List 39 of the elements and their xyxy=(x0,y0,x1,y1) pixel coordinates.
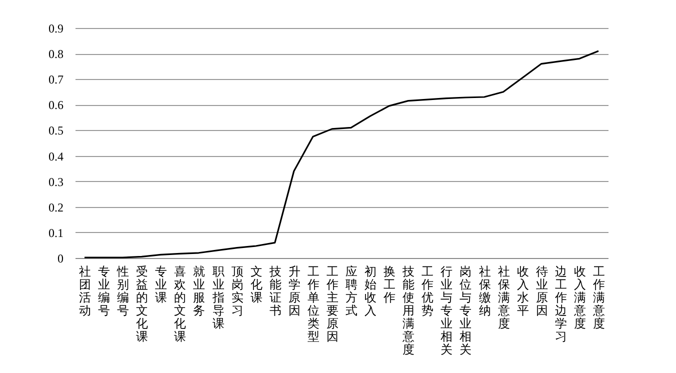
x-tick-label: 喜欢的文化课 xyxy=(174,264,186,344)
x-tick-label: 文化课 xyxy=(250,264,262,304)
x-tick-label: 技能使用满意度 xyxy=(402,264,415,356)
x-tick-label: 收入水平 xyxy=(516,264,529,318)
y-tick-label: 0.3 xyxy=(48,174,64,189)
y-tick-label: 0.8 xyxy=(48,47,64,62)
x-tick-label: 社保满意度 xyxy=(496,264,510,330)
x-tick-label: 换工作 xyxy=(382,264,396,304)
x-tick-label: 待业原因 xyxy=(536,264,548,318)
x-tick-label: 初始收入 xyxy=(364,264,377,318)
line-series xyxy=(84,50,600,258)
x-tick-label: 收入满意度 xyxy=(572,264,586,330)
y-tick-label: 0 xyxy=(58,252,64,266)
x-tick-label: 工作满意度 xyxy=(592,264,605,330)
x-tick-label: 工作优势 xyxy=(420,264,434,318)
y-tick-label: 0.4 xyxy=(48,149,64,164)
x-tick-label: 专业课 xyxy=(155,264,168,304)
y-tick-label: 0.1 xyxy=(48,226,64,240)
y-tick-label: 0.7 xyxy=(48,72,64,87)
x-tick-label: 性别编号 xyxy=(116,264,130,318)
y-tick-label: 0.2 xyxy=(48,200,64,214)
x-tick-label: 岗位与专业相关 xyxy=(460,264,472,356)
x-tick-label: 行业与专业相关 xyxy=(440,264,453,356)
x-tick-label: 边工作边学习 xyxy=(554,264,567,344)
x-tick-label: 应聘方式 xyxy=(346,264,358,318)
x-tick-label: 升学原因 xyxy=(288,264,300,318)
x-tick-label: 专业编号 xyxy=(98,264,110,318)
y-tick-label: 0.6 xyxy=(48,98,64,112)
x-tick-label: 技能证书 xyxy=(268,264,282,318)
x-tick-label: 就业服务 xyxy=(193,264,206,318)
x-tick-label: 工作单位类型 xyxy=(306,264,320,344)
y-tick-label: 0.9 xyxy=(48,22,64,36)
x-tick-label: 受益的文化课 xyxy=(136,264,148,344)
x-tick-label: 职业指导课 xyxy=(211,264,224,330)
y-tick-label: 0.5 xyxy=(48,124,64,138)
x-tick-label: 社团活动 xyxy=(79,264,92,318)
x-tick-label: 顶岗实习 xyxy=(231,264,244,318)
x-tick-label: 社保缴纳 xyxy=(478,264,491,318)
x-tick-label: 工作主要原因 xyxy=(325,264,338,344)
